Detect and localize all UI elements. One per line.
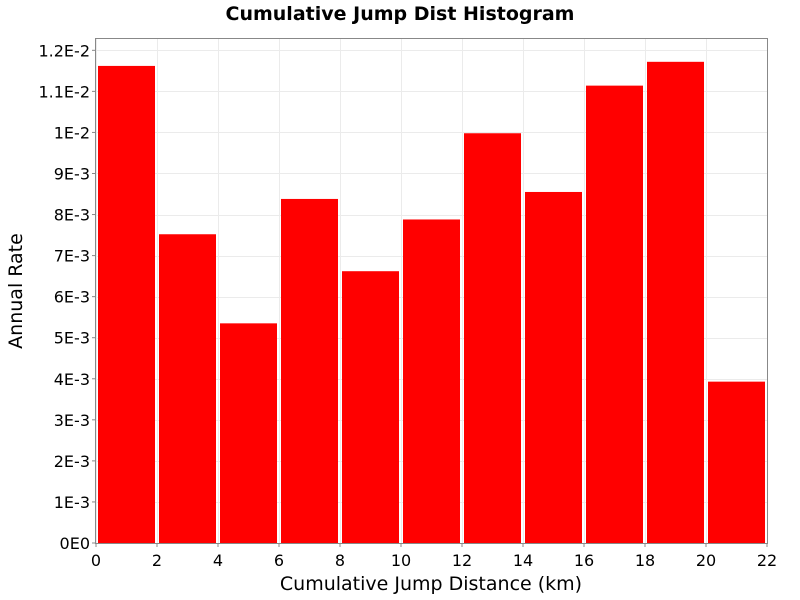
y-tick-label: 1.2E-2 — [38, 41, 90, 60]
histogram-bar — [586, 85, 643, 544]
x-tick-label: 8 — [335, 551, 345, 570]
y-axis-label: Annual Rate — [5, 233, 27, 349]
histogram-bar — [647, 61, 704, 543]
y-tick-label: 0E0 — [60, 534, 90, 553]
x-tick-label: 6 — [274, 551, 284, 570]
y-tick-label: 4E-3 — [54, 370, 90, 389]
histogram-bar — [342, 271, 399, 543]
histogram-bar — [159, 234, 216, 544]
histogram-bar — [220, 323, 277, 543]
y-tick-label: 3E-3 — [54, 411, 90, 430]
y-tick-label: 9E-3 — [54, 164, 90, 183]
histogram-bar — [98, 65, 155, 543]
y-axis-ticks: 0E0 1E-3 2E-3 3E-3 4E-3 5E-3 6E-3 7E-3 8E-3 9E-3 1… — [38, 41, 96, 553]
y-tick-label: 6E-3 — [54, 288, 90, 307]
x-tick-label: 14 — [513, 551, 533, 570]
x-tick-label: 0 — [91, 551, 101, 570]
x-tick-label: 18 — [635, 551, 655, 570]
x-axis-ticks: 0 2 4 6 8 10 12 14 16 18 20 22 — [91, 543, 777, 570]
y-tick-label: 5E-3 — [54, 329, 90, 348]
histogram-bar — [403, 219, 460, 543]
histogram-bar — [525, 191, 582, 543]
y-tick-label: 1E-2 — [54, 123, 90, 142]
x-axis-label: Cumulative Jump Distance (km) — [280, 573, 582, 595]
y-tick-label: 8E-3 — [54, 206, 90, 225]
y-tick-label: 7E-3 — [54, 247, 90, 266]
y-tick-label: 1.1E-2 — [38, 82, 90, 101]
x-tick-label: 4 — [213, 551, 223, 570]
x-tick-label: 22 — [757, 551, 777, 570]
x-tick-label: 20 — [696, 551, 716, 570]
x-tick-label: 2 — [152, 551, 162, 570]
y-tick-label: 1E-3 — [54, 493, 90, 512]
plot-area — [95, 38, 768, 544]
x-tick-label: 12 — [452, 551, 472, 570]
histogram-bar — [281, 198, 338, 543]
y-tick-label: 2E-3 — [54, 452, 90, 471]
histogram-bar — [464, 133, 521, 544]
x-tick-label: 16 — [574, 551, 594, 570]
chart-title: Cumulative Jump Dist Histogram — [226, 3, 575, 25]
bars — [98, 61, 765, 544]
x-tick-label: 10 — [391, 551, 411, 570]
histogram-bar — [708, 381, 765, 543]
